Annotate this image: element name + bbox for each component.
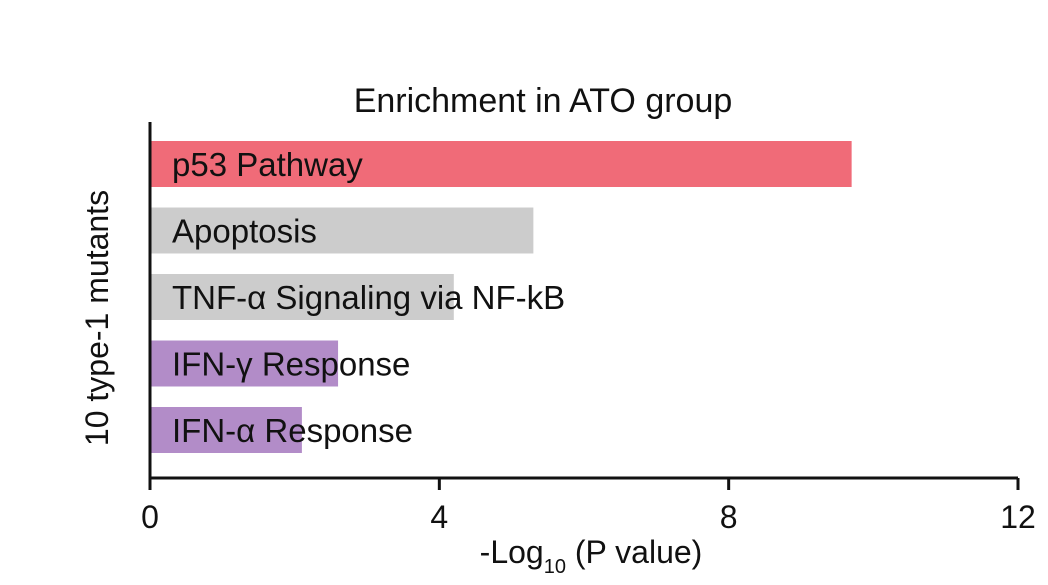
- x-ticks-layer: 0 4 8 12: [141, 478, 1036, 535]
- x-tick-label-2: 8: [720, 499, 738, 535]
- x-axis-label-rest: (P value): [566, 534, 702, 570]
- chart-title: Enrichment in ATO group: [354, 82, 733, 120]
- x-tick-label-1: 4: [430, 499, 448, 535]
- x-tick-label-0: 0: [141, 499, 159, 535]
- bars-layer: p53 Pathway Apoptosis TNF-α Signaling via …: [150, 141, 852, 453]
- x-axis-label-main: -Log: [480, 534, 544, 570]
- bar-1: [150, 207, 534, 254]
- bar-4: [150, 407, 302, 453]
- x-axis-label-subscript: 10: [544, 556, 566, 578]
- x-axis-label: -Log10 (P value): [480, 534, 703, 578]
- y-axis-label: 10 type-1 mutants: [79, 190, 115, 446]
- bar-label-1: Apoptosis: [172, 213, 317, 250]
- bar-0: [150, 141, 852, 187]
- bar-label-2: TNF-α Signaling via NF-kB: [172, 279, 565, 316]
- bar-label-3: IFN-γ Response: [172, 346, 410, 383]
- x-tick-label-3: 12: [1000, 499, 1036, 535]
- bar-label-0: p53 Pathway: [172, 146, 363, 183]
- bar-2: [150, 274, 454, 320]
- bar-3: [150, 340, 339, 387]
- bar-label-4: IFN-α Response: [172, 412, 413, 449]
